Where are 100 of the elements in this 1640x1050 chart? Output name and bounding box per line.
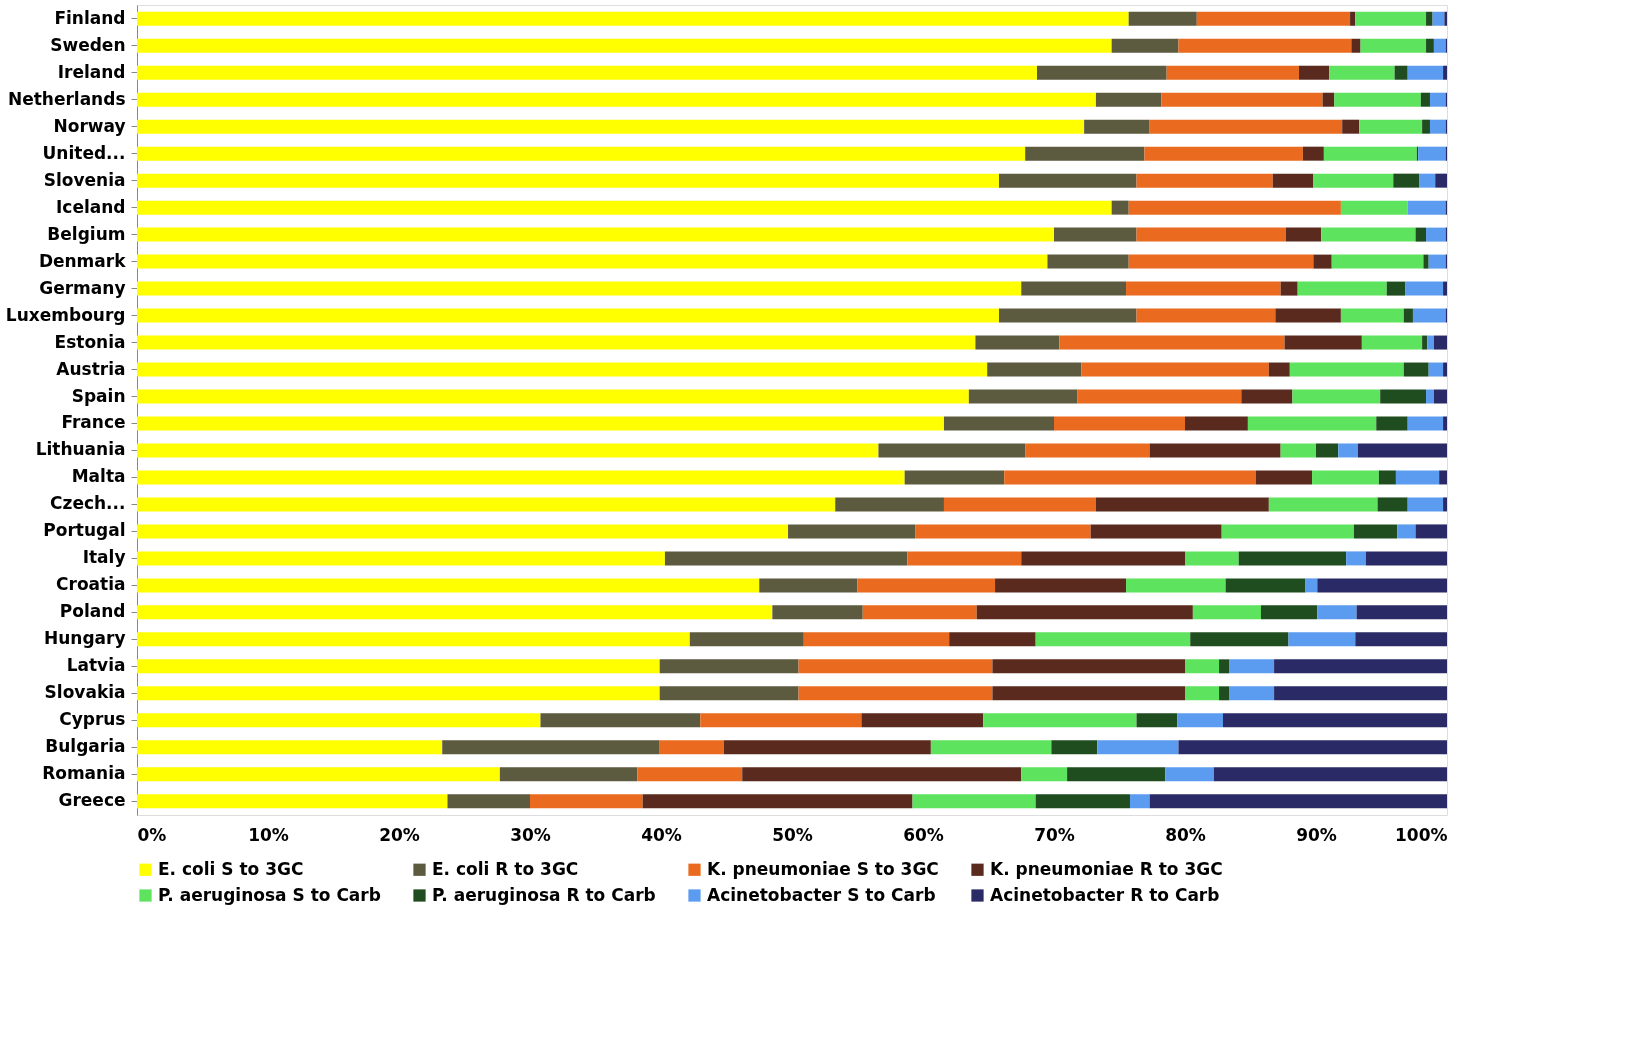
bar [992, 686, 1185, 701]
bar [137, 389, 969, 404]
bar [1340, 308, 1404, 323]
bar [1238, 551, 1347, 566]
bar [772, 605, 863, 620]
bar [637, 767, 743, 782]
bar [1393, 173, 1420, 188]
bar [943, 416, 1054, 431]
bar [1190, 632, 1289, 647]
bar [1420, 92, 1430, 107]
bar [1095, 497, 1269, 512]
bar [1386, 281, 1406, 296]
bar [1021, 551, 1185, 566]
bar [1185, 416, 1248, 431]
bar [1185, 686, 1220, 701]
bar [1280, 281, 1298, 296]
y-tick-label: Denmark [38, 250, 127, 271]
bar [1284, 335, 1362, 350]
y-tick-label: France [61, 412, 126, 433]
bar [499, 767, 638, 782]
bar [1407, 497, 1444, 512]
y-tick-label: Hungary [43, 628, 126, 649]
bar [1365, 551, 1447, 566]
bar [1439, 470, 1447, 485]
bar [1334, 92, 1421, 107]
bar [1415, 524, 1447, 539]
bar [137, 11, 1129, 26]
bar [530, 794, 643, 809]
bar [1444, 11, 1447, 26]
bar [1426, 227, 1446, 242]
bar [1359, 119, 1423, 134]
bar [943, 497, 1096, 512]
bar [861, 713, 984, 728]
bar [1149, 443, 1281, 458]
bar [540, 713, 701, 728]
x-tick-label: 60% [903, 824, 944, 845]
bar [1360, 38, 1427, 53]
bar [137, 362, 988, 377]
bar [1136, 173, 1273, 188]
bar [1274, 686, 1447, 701]
bar [137, 227, 1054, 242]
legend-label: Acinetobacter S to Carb [707, 884, 936, 905]
x-tick-label: 100% [1394, 824, 1448, 845]
y-tick-label: Poland [59, 601, 126, 622]
bar [137, 281, 1022, 296]
bar [1298, 65, 1330, 80]
bar [1260, 605, 1318, 620]
bar [1350, 11, 1356, 26]
bar [1035, 632, 1191, 647]
x-tick-label: 40% [641, 824, 682, 845]
bar [137, 551, 665, 566]
bar [742, 767, 1022, 782]
y-tick-label: Romania [42, 763, 126, 784]
bar [659, 740, 724, 755]
x-tick-label: 90% [1296, 824, 1337, 845]
y-tick-label: Netherlands [7, 88, 126, 109]
bar [1021, 767, 1068, 782]
bar [1342, 119, 1360, 134]
bar [137, 416, 944, 431]
bar [1213, 767, 1447, 782]
bar [1219, 659, 1230, 674]
y-tick-label: Lithuania [35, 439, 126, 460]
bar [976, 605, 1193, 620]
bar [1268, 362, 1290, 377]
bar [1422, 119, 1430, 134]
y-tick-label: Croatia [56, 574, 126, 595]
bar [949, 632, 1036, 647]
bar [1322, 92, 1335, 107]
bar [1136, 227, 1286, 242]
y-tick-label: Malta [71, 466, 126, 487]
bar [137, 119, 1085, 134]
bar [1428, 254, 1446, 269]
bar [664, 551, 908, 566]
bar [137, 524, 789, 539]
bar [975, 335, 1060, 350]
bar [137, 443, 879, 458]
bar [1412, 308, 1446, 323]
x-tick-label: 50% [772, 824, 813, 845]
bar [1407, 200, 1446, 215]
bar [1185, 659, 1220, 674]
y-tick-label: Slovakia [44, 682, 126, 703]
bar [1357, 443, 1447, 458]
bar [912, 794, 1036, 809]
y-tick-label: Norway [53, 115, 126, 136]
x-tick-label: 10% [248, 824, 289, 845]
bar [1321, 227, 1416, 242]
bar [1428, 362, 1444, 377]
bar [1433, 335, 1447, 350]
bar [1313, 173, 1394, 188]
bar [1423, 254, 1429, 269]
bar [1305, 578, 1318, 593]
legend-label: P. aeruginosa S to Carb [158, 884, 381, 905]
bar [1317, 578, 1447, 593]
bar [1288, 632, 1356, 647]
bar [137, 740, 443, 755]
bar [798, 659, 993, 674]
bar [700, 713, 862, 728]
bar [1059, 335, 1285, 350]
y-tick-label: Austria [56, 358, 126, 379]
bar [930, 740, 1052, 755]
